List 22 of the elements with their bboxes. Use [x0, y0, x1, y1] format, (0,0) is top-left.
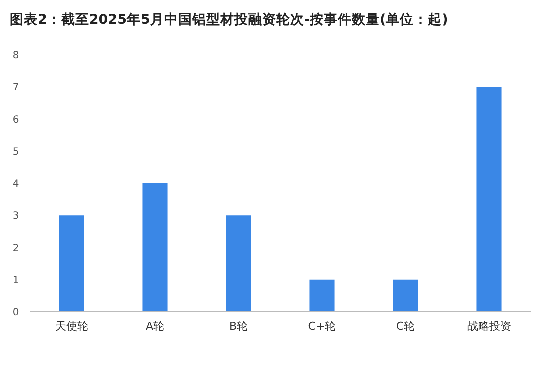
x-tick-label: 天使轮 [55, 320, 88, 333]
bar [59, 216, 84, 312]
y-tick-label: 6 [12, 114, 20, 126]
y-tick-label: 3 [12, 211, 20, 222]
x-tick-label: A轮 [146, 320, 165, 333]
bar [476, 87, 502, 312]
y-tick-label: 7 [12, 82, 20, 94]
bar [310, 280, 335, 312]
y-tick-label: 1 [12, 275, 20, 286]
y-tick-label: 0 [12, 308, 20, 318]
bar [393, 280, 418, 312]
y-tick-label: 8 [12, 50, 20, 62]
chart-title: 图表2：截至2025年5月中国铝型材投融资轮次-按事件数量(单位：起) [10, 12, 448, 28]
x-tick-label: C轮 [396, 320, 416, 333]
x-tick-label: B轮 [229, 320, 248, 333]
y-tick-label: 2 [12, 243, 20, 254]
bar [142, 184, 168, 312]
x-tick-label: C+轮 [308, 320, 336, 333]
y-tick-label: 5 [12, 146, 20, 158]
y-tick-label: 4 [12, 179, 20, 190]
bar [226, 216, 252, 312]
x-tick-label: 战略投资 [467, 320, 512, 333]
